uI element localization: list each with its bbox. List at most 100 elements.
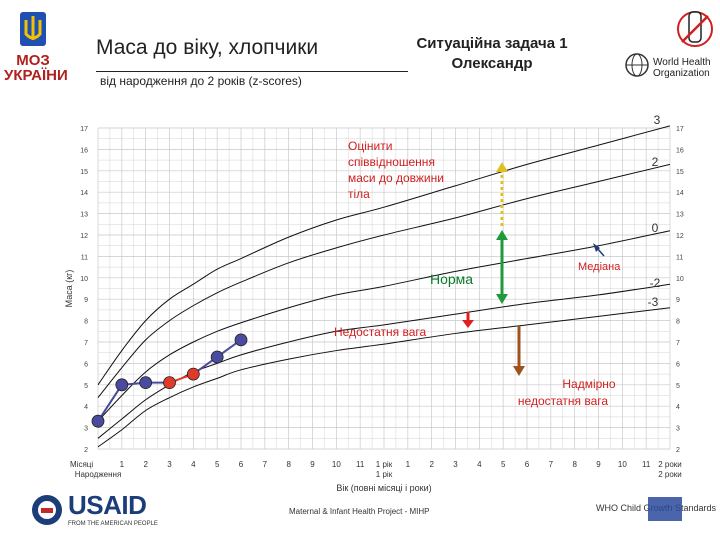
y-tick-label-right: 16	[676, 147, 684, 154]
z-curve--2	[97, 283, 671, 439]
y-tick-label-right: 13	[676, 212, 684, 219]
y-tick-label-right: 8	[676, 319, 680, 326]
y-tick-label-left: 15	[80, 169, 88, 176]
patient-data-point	[115, 378, 129, 392]
x-axis-label: Вік (повні місяці і роки)	[336, 483, 431, 493]
x-tick-label: 5	[215, 460, 220, 469]
y-tick-label-right: 3	[676, 426, 680, 433]
curve-label: 2	[652, 155, 659, 169]
annotation-assess-line: Оцінити	[348, 139, 392, 153]
y-tick-label-left: 6	[84, 361, 88, 368]
x-tick-label: 6	[239, 460, 244, 469]
curve-label: -2	[650, 276, 661, 290]
annotation-median: Медіана	[578, 261, 621, 273]
annotation-assess-line: маси до довжини	[348, 171, 444, 185]
patient-data-point	[139, 376, 153, 390]
x-tick-label: 8	[572, 460, 577, 469]
y-tick-label-left: 8	[84, 319, 88, 326]
who-globe-icon	[625, 53, 649, 77]
who-name: World Health Organization	[653, 57, 711, 79]
x-year-label: 1 рік	[376, 470, 393, 479]
annotation-severe-line1: Надмірно	[562, 377, 616, 391]
y-tick-label-left: 2	[84, 447, 88, 454]
z-curve--3	[97, 307, 671, 448]
task-line1: Ситуаційна задача 1	[416, 35, 568, 52]
x-tick-label: Місяці	[70, 460, 93, 469]
y-tick-label-left: 17	[80, 126, 88, 133]
patient-line-segment	[97, 384, 123, 422]
y-tick-label-left: 7	[84, 340, 88, 347]
x-tick-label: 11	[356, 460, 365, 469]
median-pointer-line	[596, 247, 605, 257]
x-tick-label: 10	[618, 460, 627, 469]
patient-data-point	[210, 350, 224, 364]
y-tick-label-right: 14	[676, 190, 684, 197]
usaid-tagline: FROM THE AMERICAN PEOPLE	[68, 521, 158, 527]
arrow-green-head-up	[496, 230, 508, 240]
curve-label: 3	[654, 113, 661, 127]
page-subtitle: від народження до 2 років (z-scores)	[100, 74, 302, 88]
y-tick-label-right: 15	[676, 169, 684, 176]
trident-emblem-icon	[20, 12, 46, 46]
x-tick-label: 3	[453, 460, 458, 469]
patient-data-point	[234, 333, 248, 347]
who-standards-badge	[648, 497, 682, 521]
y-tick-label-right: 6	[676, 361, 680, 368]
moz-line1: МОЗ	[16, 52, 50, 69]
x-tick-label: 3	[167, 460, 172, 469]
x-tick-label: 1	[406, 460, 411, 469]
usaid-logo-text: USAID	[68, 490, 147, 520]
y-tick-label-left: 9	[84, 297, 88, 304]
x-year-label: 2 роки	[658, 470, 682, 479]
x-tick-label: 11	[642, 460, 651, 469]
usaid-seal-icon	[30, 493, 64, 532]
y-tick-label-left: 14	[80, 190, 88, 197]
arrow-brown-head	[513, 366, 525, 376]
x-tick-label: 2	[429, 460, 434, 469]
y-axis-label: Маса (кг)	[64, 270, 74, 308]
x-tick-label: 4	[477, 460, 482, 469]
annotation-assess-line: тіла	[348, 187, 370, 201]
x-tick-label: 2	[143, 460, 148, 469]
y-tick-label-left: 3	[84, 426, 88, 433]
y-tick-label-left: 12	[80, 233, 88, 240]
x-year-label: Народження	[75, 470, 122, 479]
y-tick-label-right: 17	[676, 126, 684, 133]
annotation-severe-line2: недостатня вага	[518, 394, 608, 408]
annotation-norm: Норма	[430, 271, 473, 287]
page-title: Маса до віку, хлопчики	[96, 36, 319, 59]
arrow-red-head	[462, 320, 474, 328]
moz-line2: УКРАЇНИ	[4, 67, 68, 84]
task-line2: Олександр	[451, 55, 533, 72]
x-tick-label: 9	[596, 460, 601, 469]
y-tick-label-left: 5	[84, 383, 88, 390]
y-tick-label-left: 11	[81, 254, 88, 261]
patient-data-point	[186, 367, 200, 381]
moz-logo: МОЗ УКРАЇНИ	[4, 10, 68, 84]
y-tick-label-right: 7	[676, 340, 680, 347]
y-tick-label-right: 5	[676, 383, 680, 390]
y-tick-label-right: 12	[676, 233, 684, 240]
patient-data-point	[163, 376, 176, 390]
patient-data-point	[91, 414, 105, 428]
x-tick-label: 10	[332, 460, 341, 469]
x-tick-label: 7	[549, 460, 554, 469]
curve-label: 0	[652, 221, 659, 235]
title-divider	[96, 71, 408, 72]
y-tick-label-right: 4	[676, 404, 680, 411]
arrow-green-head-down	[496, 294, 508, 304]
x-tick-label: 6	[525, 460, 530, 469]
x-tick-label: 4	[191, 460, 196, 469]
annotation-assess-line: співвідношення	[348, 155, 435, 169]
arrow-yellow-head	[496, 162, 508, 172]
curve-label: -3	[648, 295, 659, 309]
x-tick-label: 9	[310, 460, 315, 469]
x-tick-label: 1	[120, 460, 125, 469]
y-tick-label-right: 10	[676, 276, 684, 283]
x-tick-label: 1 рік	[376, 460, 393, 469]
x-tick-label: 8	[286, 460, 291, 469]
y-tick-label-right: 11	[676, 254, 683, 261]
z-curve-2	[97, 163, 671, 398]
z-curve-0	[97, 230, 671, 422]
y-tick-label-left: 16	[80, 147, 88, 154]
